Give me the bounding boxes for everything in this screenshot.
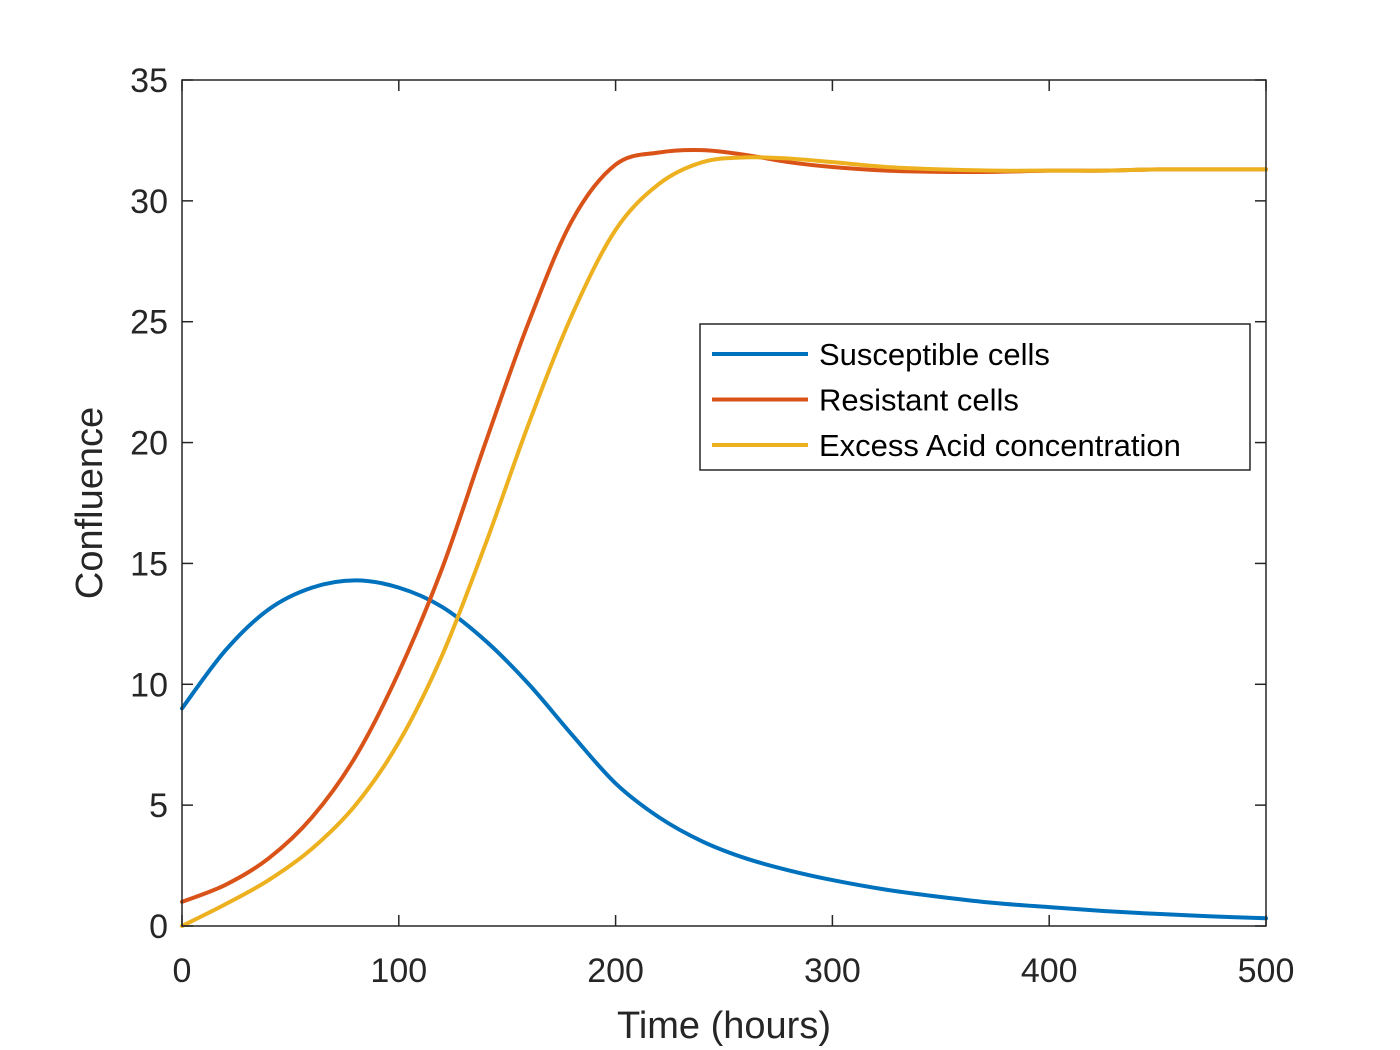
x-tick-label: 400: [1021, 952, 1078, 990]
y-tick-label: 0: [149, 908, 168, 946]
series-line-1: [180, 578, 1268, 921]
x-tick-label: 500: [1238, 952, 1295, 990]
legend-label-1: Susceptible cells: [819, 337, 1050, 372]
series-line-3: [180, 155, 1268, 928]
y-tick-label: 20: [130, 425, 168, 463]
x-axis-label: Time (hours): [617, 1005, 831, 1047]
y-tick-label: 5: [149, 787, 168, 825]
legend-label-2: Resistant cells: [819, 383, 1019, 418]
series-layer: [180, 147, 1268, 928]
y-tick-label: 30: [130, 183, 168, 221]
legend: Susceptible cells Resistant cells Excess A…: [699, 323, 1251, 471]
x-tick-label: 200: [587, 952, 644, 990]
x-tick-label: 100: [370, 952, 427, 990]
y-tick-label: 25: [130, 304, 168, 342]
axis-ticks: [181, 79, 1267, 927]
axis-tick-labels: 0 100 200 300 400 500 0 5 10 15 20 25 30 35: [130, 62, 1294, 990]
legend-label-3: Excess Acid concentration: [819, 428, 1181, 463]
y-tick-label: 35: [130, 62, 168, 100]
y-axis-label: Confluence: [69, 407, 111, 599]
x-tick-label: 0: [173, 952, 192, 990]
plot-area-frame: [181, 79, 1267, 927]
y-tick-label: 15: [130, 545, 168, 583]
y-tick-label: 10: [130, 666, 168, 704]
series-line-2: [180, 147, 1268, 904]
x-tick-label: 300: [804, 952, 861, 990]
